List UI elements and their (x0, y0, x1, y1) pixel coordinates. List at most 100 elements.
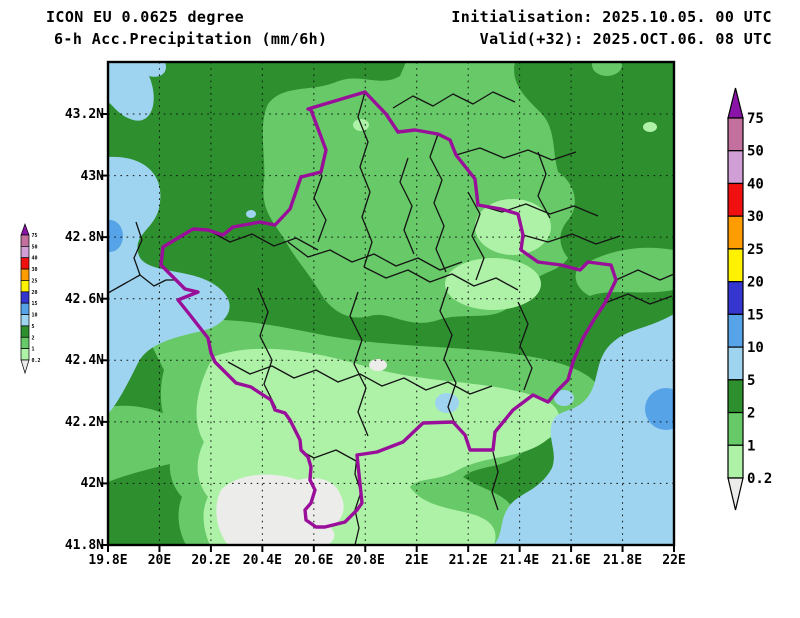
y-axis-tick-label: 43N (80, 168, 104, 184)
field-region-5-10mm (554, 390, 574, 406)
colorbar-mini: 75 50 40 30 25 20 15 10 5 2 1 0.2 (20, 222, 41, 375)
precipitation-field (108, 62, 674, 545)
field-region-10-15mm (108, 220, 123, 252)
colorbar-segment (727, 444, 744, 479)
admin-border-line (349, 291, 369, 437)
admin-border-line (537, 151, 551, 219)
field-region-under (216, 474, 344, 545)
colorbar-over-arrow (727, 87, 744, 119)
y-axis-tick-label: 42.2N (64, 414, 104, 430)
field-5-10mm-group (108, 62, 674, 545)
valid-time: Valid(+32): 2025.OCT.06. 08 UTC (479, 30, 772, 48)
colorbar-level-label: 2 (32, 335, 35, 341)
colorbar-over-arrow (20, 222, 30, 236)
y-axis-tick-label: 41.8N (64, 538, 104, 553)
axis-ticks (101, 113, 675, 552)
colorbar-segment (727, 313, 744, 348)
field-region-1-2mm (592, 62, 622, 76)
colorbar-level-label: 0.2 (32, 358, 41, 364)
admin-border-line (227, 361, 493, 395)
x-axis-tick-label: 22E (662, 553, 686, 568)
field-region-5-10mm (435, 393, 459, 413)
x-axis-tick-label: 21.4E (500, 553, 540, 568)
colorbar-level-label: 15 (32, 301, 38, 307)
colorbar-level-label: 75 (32, 233, 38, 239)
colorbar-segment (20, 257, 30, 270)
admin-border-line (207, 229, 319, 251)
admin-border-line (108, 274, 176, 294)
colorbar-under-arrow (20, 359, 30, 375)
admin-border-line (477, 203, 599, 217)
colorbar-level-label: 75 (747, 111, 764, 127)
colorbar-level-label: 1 (747, 438, 755, 454)
admin-borders-outer (108, 91, 674, 545)
admin-border-line (604, 293, 673, 305)
admin-border-line (257, 287, 277, 409)
admin-border-line (363, 266, 519, 291)
colorbar-level-label: 0.2 (747, 471, 772, 487)
field-region-02-1mm (643, 122, 657, 132)
colorbar-level-label: 30 (747, 209, 764, 225)
admin-border-line (467, 191, 485, 281)
x-axis-tick-label: 20.4E (242, 553, 282, 568)
colorbar-segment (20, 291, 30, 304)
colorbar-main: 75 50 40 30 25 20 15 10 5 2 1 0.2 (727, 87, 772, 511)
colorbar-segment (727, 281, 744, 315)
field-under-group (216, 359, 387, 545)
national-border-kosovo (159, 90, 618, 529)
admin-border-line (522, 233, 621, 245)
colorbar-level-label: 20 (747, 275, 764, 291)
model-title: ICON EU 0.0625 degree (46, 8, 245, 26)
x-axis-tick-label: 19.8E (88, 553, 128, 568)
x-axis-tick-label: 20.6E (294, 553, 334, 568)
admin-border-line (615, 269, 674, 281)
admin-border-line (133, 221, 143, 276)
field-region-1-2mm (278, 95, 292, 105)
admin-border-line (455, 147, 577, 161)
colorbar-level-label: 5 (32, 324, 35, 330)
admin-border-line (399, 157, 415, 255)
colorbar-segment (20, 314, 30, 327)
y-axis-tick-label: 42.6N (64, 291, 104, 307)
colorbar-level-label: 15 (747, 307, 764, 323)
field-region-5-10mm (246, 210, 256, 218)
colorbar-level-label: 40 (747, 176, 764, 192)
colorbar-segment (727, 215, 744, 250)
field-region-5-10mm (494, 314, 674, 545)
colorbar-level-label: 20 (32, 290, 38, 296)
y-axis-tick-label: 42N (80, 476, 104, 492)
field-region-10-15mm (645, 388, 674, 430)
colorbar-level-label: 50 (32, 244, 38, 250)
colorbar-level-label: 5 (747, 373, 755, 389)
field-region-1-2mm (262, 62, 575, 323)
colorbar-segment (20, 246, 30, 259)
admin-border-line (287, 241, 463, 271)
admin-border-line (354, 455, 362, 545)
colorbar-segment (20, 268, 30, 281)
colorbar-level-label: 40 (32, 256, 38, 262)
colorbar-segment (20, 348, 30, 361)
x-axis-tick-label: 21E (404, 553, 429, 568)
x-axis-tick-label: 21.8E (602, 553, 643, 568)
y-axis-tick-label: 42.8N (64, 230, 104, 246)
colorbar-segment (20, 234, 30, 247)
x-axis-tick-label: 20.8E (345, 553, 385, 568)
x-axis-tick-label: 20E (147, 553, 172, 568)
map-frame (101, 60, 676, 552)
x-axis-tick-label: 20.2E (191, 553, 231, 568)
admin-border-line (517, 301, 533, 391)
init-time: Initialisation: 2025.10.05. 00 UTC (451, 8, 772, 26)
x-axis-tick-label: 21.6E (551, 553, 591, 568)
colorbar-segment (727, 248, 744, 283)
colorbar-segment (20, 325, 30, 338)
admin-border-line (491, 451, 499, 511)
colorbar-segment (20, 336, 30, 349)
colorbar-level-label: 1 (32, 347, 35, 353)
colorbar-segment (20, 302, 30, 315)
colorbar-level-label: 2 (747, 406, 755, 422)
colorbar-level-label: 50 (747, 144, 764, 160)
frame-part (106, 60, 676, 547)
colorbar-segment (727, 346, 744, 381)
field-region-1-2mm (108, 405, 197, 482)
